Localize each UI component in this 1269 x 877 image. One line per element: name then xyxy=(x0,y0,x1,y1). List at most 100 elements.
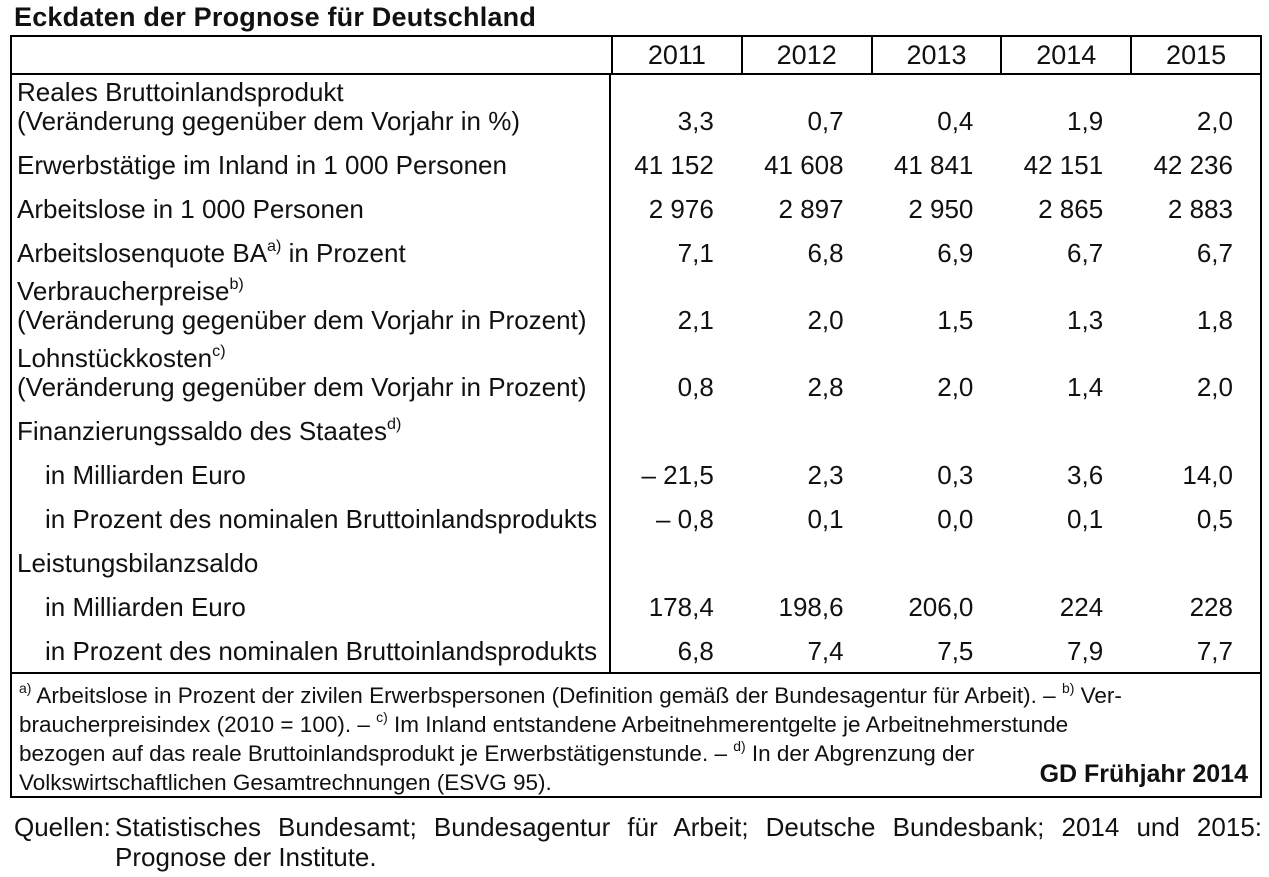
year-header: 2014 xyxy=(1000,37,1130,73)
row-label-line2: (Veränderung gegenüber dem Vorjahr in Pr… xyxy=(17,372,587,402)
row-label-line1: Reales Bruttoinlandsprodukt xyxy=(17,77,344,107)
table-row: Reales Bruttoinlandsprodukt (Veränderung … xyxy=(12,75,1260,142)
cell-value: 2,0 xyxy=(1196,372,1233,402)
sources-text: Statistisches Bundesamt; Bundesagentur f… xyxy=(115,812,1262,872)
row-label-line1: Verbraucherpreiseb) xyxy=(17,274,244,306)
cell-value: 41 841 xyxy=(893,150,974,180)
row-label-line1: Finanzierungssaldo des Staatesd) xyxy=(17,414,402,446)
footnote-marker: a) xyxy=(267,236,282,255)
row-label-line1: Arbeitslosenquote BAa) in Prozent xyxy=(17,236,406,268)
row-label: in Prozent des nominalen Bruttoinlandspr… xyxy=(12,628,611,672)
cell-value: 1,5 xyxy=(937,305,974,335)
cell-value xyxy=(741,540,871,584)
cell-value: 7,7 xyxy=(1196,636,1233,666)
cell-value: 6,9 xyxy=(937,238,974,268)
cell-value: 206,0 xyxy=(908,592,974,622)
cell-value: 7,4 xyxy=(807,636,844,666)
table-row: in Prozent des nominalen Bruttoinlandspr… xyxy=(12,496,1260,540)
cell-value: 0,1 xyxy=(807,504,844,534)
cell-value: 0,5 xyxy=(1196,504,1233,534)
row-label-line1: in Prozent des nominalen Bruttoinlandspr… xyxy=(45,504,598,534)
cell-value: – 21,5 xyxy=(641,460,714,490)
cell-value: 41 608 xyxy=(764,150,844,180)
table-row: Arbeitslosenquote BAa) in Prozent 7,1 6,8 6… xyxy=(12,230,1260,274)
cell-value xyxy=(611,408,741,452)
cell-value: 0,0 xyxy=(937,504,974,534)
cell-value: 6,8 xyxy=(677,636,714,666)
year-header: 2012 xyxy=(740,37,871,73)
footnote-line: bezogen auf das reale Bruttoinlandsprodu… xyxy=(19,738,975,766)
footnote-marker: d) xyxy=(387,414,402,433)
cell-value: 2,8 xyxy=(807,372,844,402)
cell-value: 1,3 xyxy=(1067,305,1104,335)
cell-value: 6,7 xyxy=(1067,238,1104,268)
row-label: Arbeitslosenquote BAa) in Prozent xyxy=(12,230,611,274)
cell-value: 7,1 xyxy=(677,238,714,268)
row-label: Finanzierungssaldo des Staatesd) xyxy=(12,408,611,452)
cell-value: 228 xyxy=(1189,592,1233,622)
year-header: 2013 xyxy=(870,37,1001,73)
stub-header-cell xyxy=(12,37,611,73)
footnote-marker: a) xyxy=(19,680,32,697)
cell-value: 2 950 xyxy=(908,194,974,224)
cell-value: 2,3 xyxy=(807,460,844,490)
cell-value: 6,8 xyxy=(807,238,844,268)
cell-value xyxy=(611,540,741,584)
cell-value: 0,1 xyxy=(1067,504,1104,534)
cell-value: 1,8 xyxy=(1196,305,1233,335)
table-row: Finanzierungssaldo des Staatesd) xyxy=(12,408,1260,452)
row-label: in Milliarden Euro xyxy=(12,452,611,496)
cell-value xyxy=(1000,408,1130,452)
cell-value: 0,8 xyxy=(677,372,714,402)
footnote-section: a) Arbeitslose in Prozent der zivilen Er… xyxy=(12,672,1260,796)
cell-value: 3,3 xyxy=(677,106,714,136)
footnote-marker: d) xyxy=(733,738,746,755)
footnote-marker: c) xyxy=(212,341,226,360)
year-header: 2011 xyxy=(611,37,741,73)
cell-value: 1,4 xyxy=(1067,372,1104,402)
table-row: Erwerbstätige im Inland in 1 000 Persone… xyxy=(12,142,1260,186)
sources-line: Quellen: Statistisches Bundesamt; Bundes… xyxy=(14,812,1262,872)
table-header-row: 2011 2012 2013 2014 2015 xyxy=(12,37,1260,75)
row-label: Reales Bruttoinlandsprodukt (Veränderung … xyxy=(12,75,611,142)
cell-value: 41 152 xyxy=(634,150,714,180)
footnote-line: a) Arbeitslose in Prozent der zivilen Er… xyxy=(19,680,1122,708)
cell-value: 0,4 xyxy=(937,106,974,136)
footnote-line: braucherpreisindex (2010 = 100). – c) Im… xyxy=(19,709,1069,737)
cell-value: 0,3 xyxy=(937,460,974,490)
report-stamp: GD Frühjahr 2014 xyxy=(1039,760,1248,788)
cell-value: 42 151 xyxy=(1023,150,1104,180)
cell-value: 178,4 xyxy=(648,592,714,622)
cell-value xyxy=(871,540,1001,584)
cell-value: 2 865 xyxy=(1038,194,1104,224)
table-row: Lohnstückkostenc) (Veränderung gegenüber … xyxy=(12,341,1260,408)
table-row: in Milliarden Euro – 21,5 2,3 0,3 3,6 14,0 xyxy=(12,452,1260,496)
table-row: Arbeitslose in 1 000 Personen 2 976 2 897 2… xyxy=(12,186,1260,230)
table-row: Leistungsbilanzsaldo xyxy=(12,540,1260,584)
cell-value: 2,0 xyxy=(1196,106,1233,136)
table-row: in Prozent des nominalen Bruttoinlandspr… xyxy=(12,628,1260,672)
row-label-line1: Erwerbstätige im Inland in 1 000 Persone… xyxy=(17,150,507,180)
cell-value: 42 236 xyxy=(1153,150,1233,180)
row-label: in Milliarden Euro xyxy=(12,584,611,628)
row-label: in Prozent des nominalen Bruttoinlandspr… xyxy=(12,496,611,540)
cell-value: 2 976 xyxy=(648,194,714,224)
cell-value xyxy=(1000,540,1130,584)
row-label-line1: in Milliarden Euro xyxy=(45,460,246,490)
row-label-line2: (Veränderung gegenüber dem Vorjahr in %) xyxy=(17,106,520,136)
cell-value: 0,7 xyxy=(807,106,844,136)
row-label: Arbeitslose in 1 000 Personen xyxy=(12,186,611,230)
footnote-marker: b) xyxy=(1061,680,1075,697)
table-row: in Milliarden Euro 178,4 198,6 206,0 224 228 xyxy=(12,584,1260,628)
footnote-line: Volkswirtschaftlichen Gesamtrechnungen (… xyxy=(19,770,552,795)
cell-value: 2,0 xyxy=(937,372,974,402)
row-label-line1: Leistungsbilanzsaldo xyxy=(17,548,259,578)
footnote-marker: c) xyxy=(376,709,388,726)
cell-value: 14,0 xyxy=(1182,460,1233,490)
cell-value: 1,9 xyxy=(1067,106,1104,136)
footnote-marker: b) xyxy=(229,274,244,293)
row-label: Lohnstückkostenc) (Veränderung gegenüber … xyxy=(12,341,611,408)
row-label-line1: in Milliarden Euro xyxy=(45,592,246,622)
row-label-line2: (Veränderung gegenüber dem Vorjahr in Pr… xyxy=(17,305,587,335)
table-body: Reales Bruttoinlandsprodukt (Veränderung … xyxy=(12,75,1260,672)
